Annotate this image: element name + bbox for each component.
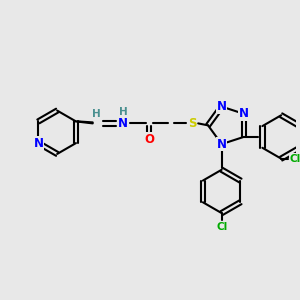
Text: N: N <box>118 117 128 130</box>
Text: Cl: Cl <box>216 222 227 232</box>
Text: N: N <box>33 136 43 150</box>
Text: N: N <box>217 100 227 113</box>
Text: S: S <box>188 117 196 130</box>
Text: H: H <box>92 109 101 118</box>
Text: Cl: Cl <box>289 154 300 164</box>
Text: O: O <box>144 133 154 146</box>
Text: H: H <box>119 106 128 117</box>
Text: H: H <box>93 109 102 118</box>
Text: N: N <box>239 107 249 120</box>
Text: N: N <box>217 138 227 151</box>
